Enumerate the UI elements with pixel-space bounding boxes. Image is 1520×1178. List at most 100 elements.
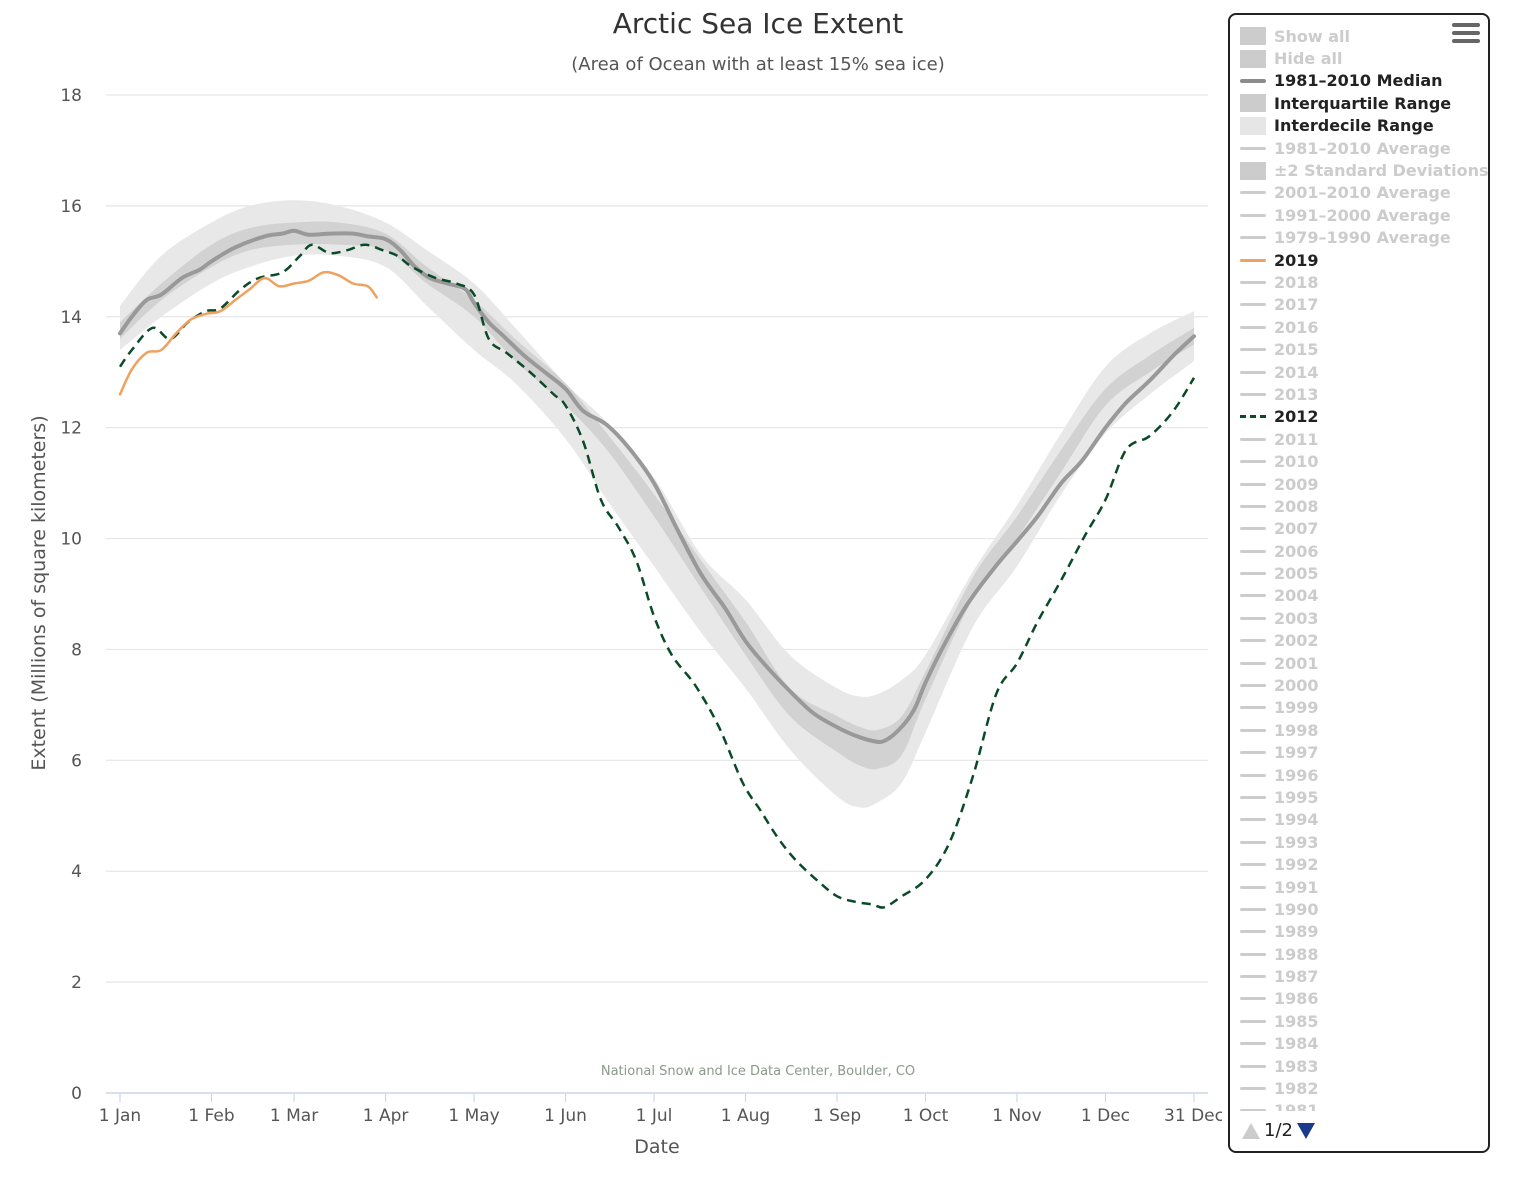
legend-item-label: 1999 xyxy=(1274,698,1319,718)
legend-item[interactable]: 2013 xyxy=(1240,383,1488,405)
legend-item[interactable]: 2012 xyxy=(1240,406,1488,428)
legend-item[interactable]: 2003 xyxy=(1240,607,1488,629)
legend-item[interactable]: 1991–2000 Average xyxy=(1240,204,1488,226)
legend-item[interactable]: 2018 xyxy=(1240,271,1488,293)
legend-page-indicator: 1/2 xyxy=(1264,1120,1293,1141)
legend-symbol-icon xyxy=(1240,227,1266,249)
legend-symbol-icon xyxy=(1240,182,1266,204)
legend-item[interactable]: 2010 xyxy=(1240,450,1488,472)
range-bands xyxy=(120,200,1194,808)
legend-item[interactable]: 1987 xyxy=(1240,965,1488,987)
y-tick-label: 0 xyxy=(71,1084,82,1104)
series-2019-line[interactable] xyxy=(118,270,378,396)
x-tick-label: 1 Jul xyxy=(636,1106,673,1126)
legend-item-label: 1986 xyxy=(1274,989,1319,1009)
legend-item[interactable]: 2006 xyxy=(1240,540,1488,562)
legend-item-label: 1981–2010 Average xyxy=(1274,138,1451,158)
legend-item-label: 1979–1990 Average xyxy=(1274,228,1451,248)
legend-item[interactable]: 2008 xyxy=(1240,495,1488,517)
legend-item[interactable]: 1999 xyxy=(1240,697,1488,719)
legend-symbol-icon xyxy=(1240,809,1266,831)
legend-symbol-icon xyxy=(1240,786,1266,808)
legend-item[interactable]: 1994 xyxy=(1240,809,1488,831)
legend-item-label: 2015 xyxy=(1274,340,1319,360)
legend-item[interactable]: 1981 xyxy=(1240,1100,1488,1111)
legend-item[interactable]: 1993 xyxy=(1240,831,1488,853)
legend-item[interactable]: 2001–2010 Average xyxy=(1240,182,1488,204)
legend-item-label: 2003 xyxy=(1274,608,1319,628)
legend-item[interactable]: 2015 xyxy=(1240,338,1488,360)
legend-item[interactable]: 1984 xyxy=(1240,1033,1488,1055)
legend-item[interactable]: 1982 xyxy=(1240,1077,1488,1099)
legend-item[interactable]: 1996 xyxy=(1240,764,1488,786)
legend-item-label: 1991–2000 Average xyxy=(1274,205,1451,225)
page-down-arrow-icon[interactable] xyxy=(1296,1122,1315,1139)
legend-item-label: 1995 xyxy=(1274,787,1319,807)
legend-item[interactable]: 1989 xyxy=(1240,921,1488,943)
legend-item-label: Hide all xyxy=(1274,49,1343,69)
legend-item[interactable]: 1981–2010 Average xyxy=(1240,137,1488,159)
legend-pager: 1/2 xyxy=(1242,1120,1315,1141)
legend-item-label: 2001 xyxy=(1274,653,1319,673)
x-tick-label: 1 Oct xyxy=(903,1106,949,1126)
legend-item[interactable]: 2016 xyxy=(1240,316,1488,338)
legend-item[interactable]: 2017 xyxy=(1240,294,1488,316)
legend-item[interactable]: 1986 xyxy=(1240,988,1488,1010)
chart-credit[interactable]: National Snow and Ice Data Center, Bould… xyxy=(601,1064,915,1079)
legend-item[interactable]: 1979–1990 Average xyxy=(1240,227,1488,249)
legend-item[interactable]: 2011 xyxy=(1240,428,1488,450)
legend-item[interactable]: Hide all xyxy=(1240,47,1488,69)
series-1981-2010-median-line[interactable] xyxy=(118,228,1196,744)
legend-item-label: 1985 xyxy=(1274,1011,1319,1031)
legend-symbol-icon xyxy=(1240,204,1266,226)
legend-item-label: 1984 xyxy=(1274,1034,1319,1054)
x-axis-title: Date xyxy=(634,1136,679,1158)
hamburger-menu-icon[interactable] xyxy=(1452,23,1480,47)
legend-item-label: 1993 xyxy=(1274,832,1319,852)
legend-item[interactable]: 1990 xyxy=(1240,898,1488,920)
legend-item-label: 2009 xyxy=(1274,474,1319,494)
legend-item[interactable]: 2009 xyxy=(1240,473,1488,495)
legend-item[interactable]: Interdecile Range xyxy=(1240,115,1488,137)
legend-item-label: 1991 xyxy=(1274,877,1319,897)
legend-item[interactable]: 2002 xyxy=(1240,630,1488,652)
series-2012-line[interactable] xyxy=(118,243,1196,909)
page-up-arrow-icon[interactable] xyxy=(1242,1122,1260,1139)
legend-item[interactable]: 1997 xyxy=(1240,742,1488,764)
legend-item[interactable]: 2005 xyxy=(1240,562,1488,584)
legend-symbol-icon xyxy=(1240,25,1266,47)
legend-item-label: 2007 xyxy=(1274,519,1319,539)
legend-item[interactable]: 1995 xyxy=(1240,786,1488,808)
legend-item[interactable]: 2019 xyxy=(1240,249,1488,271)
legend-item-label: 1994 xyxy=(1274,810,1319,830)
legend-symbol-icon xyxy=(1240,1100,1266,1111)
legend-symbol-icon xyxy=(1240,271,1266,293)
legend-item-label: 1992 xyxy=(1274,855,1319,875)
legend-symbol-icon xyxy=(1240,719,1266,741)
legend-item[interactable]: Show all xyxy=(1240,25,1488,47)
legend-item[interactable]: 2000 xyxy=(1240,674,1488,696)
legend-item[interactable]: 1992 xyxy=(1240,853,1488,875)
legend-symbol-icon xyxy=(1240,697,1266,719)
legend-symbol-icon xyxy=(1240,943,1266,965)
legend-item[interactable]: 1998 xyxy=(1240,719,1488,741)
legend-item[interactable]: 2004 xyxy=(1240,585,1488,607)
legend-item[interactable]: Interquartile Range xyxy=(1240,92,1488,114)
legend-item[interactable]: 1983 xyxy=(1240,1055,1488,1077)
x-axis-ticks: 1 Jan 1 Feb 1 Mar 1 Apr 1 May 1 Jun 1 Jul 1 Aug… xyxy=(99,1093,1222,1126)
legend-item[interactable]: 1988 xyxy=(1240,943,1488,965)
legend-item-label: Interquartile Range xyxy=(1274,93,1452,113)
legend-item[interactable]: 1985 xyxy=(1240,1010,1488,1032)
y-tick-label: 14 xyxy=(60,308,82,328)
legend-item[interactable]: 2001 xyxy=(1240,652,1488,674)
legend-symbol-icon xyxy=(1240,921,1266,943)
legend-item[interactable]: 2007 xyxy=(1240,518,1488,540)
legend-item[interactable]: 1981–2010 Median xyxy=(1240,70,1488,92)
legend-item-label: 2019 xyxy=(1274,250,1319,270)
legend-item[interactable]: 1991 xyxy=(1240,876,1488,898)
legend-symbol-icon xyxy=(1240,160,1266,182)
legend-item[interactable]: 2014 xyxy=(1240,361,1488,383)
legend-item[interactable]: ±2 Standard Deviations xyxy=(1240,159,1488,182)
legend-symbol-icon xyxy=(1240,495,1266,517)
legend-symbol-icon xyxy=(1240,249,1266,271)
